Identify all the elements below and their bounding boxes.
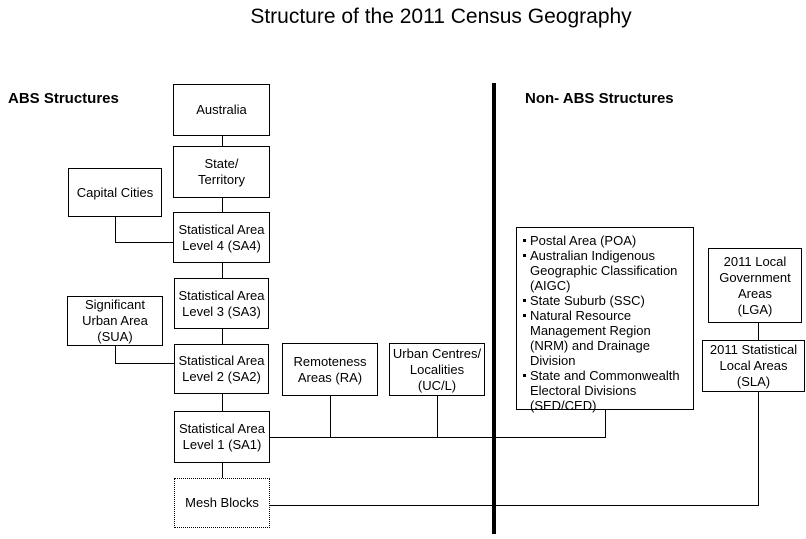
connector-sa4-sa3: [222, 263, 223, 278]
box-label: Statistical Area Level 3 (SA3): [178, 287, 265, 319]
diagram-title: Structure of the 2011 Census Geography: [250, 5, 632, 28]
box-mesh-blocks: Mesh Blocks: [174, 478, 270, 528]
box-australia: Australia: [173, 84, 270, 136]
connector-mesh-horizontal: [270, 505, 759, 506]
list-item: Natural Resource Management Region (NRM)…: [522, 308, 692, 368]
box-label: Urban Centres/ Localities (UC/L): [392, 345, 482, 393]
connector-lga-sla: [758, 323, 759, 340]
box-label: Significant Urban Area (SUA): [82, 297, 148, 344]
box-sla: 2011 Statistical Local Areas (SLA): [702, 340, 805, 392]
non-abs-structures-label: Non- ABS Structures: [525, 90, 674, 107]
box-label: Statistical Area Level 1 (SA1): [179, 421, 265, 452]
list-item: Postal Area (POA): [522, 233, 692, 248]
list-item: State and Commonwealth Electoral Divisio…: [522, 368, 692, 413]
non-abs-structures-list: Postal Area (POA) Australian Indigenous G…: [522, 233, 692, 413]
list-item: Australian Indigenous Geographic Classif…: [522, 248, 692, 293]
connector-australia-state: [222, 136, 223, 146]
connector-capitalcities-down: [115, 217, 116, 243]
connector-sa2-sa1: [222, 394, 223, 411]
box-sa4: Statistical Area Level 4 (SA4): [173, 212, 270, 263]
list-item: State Suburb (SSC): [522, 293, 692, 308]
box-label: Australia: [196, 102, 247, 117]
box-sa2: Statistical Area Level 2 (SA2): [174, 344, 269, 394]
connector-sua-sa2: [115, 363, 174, 364]
box-label: Statistical Area Level 2 (SA2): [178, 353, 265, 384]
connector-ucl-drop: [437, 396, 438, 438]
box-label: 2011 Local Government Areas (LGA): [719, 253, 791, 317]
box-label: Remoteness Areas (RA): [293, 353, 367, 385]
box-label: 2011 Statistical Local Areas (SLA): [709, 342, 798, 389]
connector-sa1-meshblocks: [222, 463, 223, 478]
connector-state-sa4: [222, 198, 223, 212]
box-label: Mesh Blocks: [185, 495, 259, 510]
box-remoteness-areas: Remoteness Areas (RA): [282, 343, 378, 396]
box-non-abs-list: Postal Area (POA) Australian Indigenous G…: [516, 227, 694, 413]
box-label: Capital Cities: [76, 184, 154, 200]
box-sua: Significant Urban Area (SUA): [67, 296, 163, 346]
abs-structures-label: ABS Structures: [8, 90, 119, 107]
connector-sua-down: [115, 346, 116, 364]
connector-ra-drop: [330, 396, 331, 438]
connector-sla-drop: [758, 392, 759, 506]
box-label: Statistical Area Level 4 (SA4): [178, 221, 265, 253]
divider-line: [492, 83, 496, 534]
connector-sa3-sa2: [222, 329, 223, 344]
box-label: State/ Territory: [198, 156, 245, 187]
connector-capitalcities-sa4: [115, 242, 173, 243]
connector-nonabslist-drop: [605, 410, 606, 438]
box-lga: 2011 Local Government Areas (LGA): [708, 248, 802, 323]
box-sa1: Statistical Area Level 1 (SA1): [174, 411, 270, 463]
box-urban-centres-localities: Urban Centres/ Localities (UC/L): [389, 343, 485, 396]
box-capital-cities: Capital Cities: [68, 168, 162, 217]
box-sa3: Statistical Area Level 3 (SA3): [174, 278, 269, 329]
box-state-territory: State/ Territory: [173, 146, 270, 198]
